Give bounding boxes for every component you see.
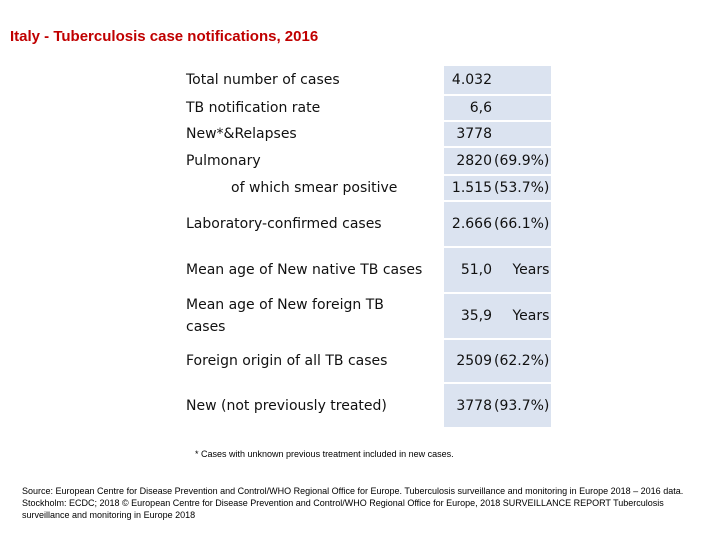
row-percent [494,66,552,95]
table-row: New*&Relapses 3778 [183,120,552,147]
table-row: Total number of cases 4.032 [183,66,552,95]
table-row: Laboratory-confirmed cases 2.666 (66.1%) [183,200,552,247]
table-row: Pulmonary 2820 (69.9%) [183,146,552,175]
row-label: of which smear positive [183,174,426,201]
row-label: Pulmonary [183,146,426,175]
row-percent: (93.7%) [494,382,552,427]
table-row: Mean age of New native TB cases 51,0 Yea… [183,246,552,293]
row-percent: Years [494,246,552,293]
row-label: Total number of cases [183,66,426,95]
row-value: 2509 [444,338,494,383]
row-label: Laboratory-confirmed cases [183,200,426,247]
row-label: TB notification rate [183,94,426,121]
tb-stats-table: Total number of cases 4.032 TB notificat… [183,66,552,427]
row-label: New (not previously treated) [183,382,426,427]
table-row: Foreign origin of all TB cases 2509 (62.… [183,338,552,383]
row-value: 1.515 [444,174,494,201]
row-value: 4.032 [444,66,494,95]
page-title: Italy - Tuberculosis case notifications,… [10,28,319,45]
row-value: 2820 [444,146,494,175]
table-row: of which smear positive 1.515 (53.7%) [183,174,552,201]
source-citation: Source: European Centre for Disease Prev… [22,486,684,520]
table-row: New (not previously treated) 3778 (93.7%… [183,382,552,427]
row-label: Mean age of New native TB cases [183,246,426,293]
row-value: 3778 [444,120,494,147]
row-value: 51,0 [444,246,494,293]
row-percent: Years [494,292,552,339]
row-label: New*&Relapses [183,120,426,147]
footnote: * Cases with unknown previous treatment … [195,449,454,459]
row-percent [494,94,552,121]
row-label: Foreign origin of all TB cases [183,338,426,383]
row-percent: (53.7%) [494,174,552,201]
row-percent [494,120,552,147]
row-value: 3778 [444,382,494,427]
row-value: 2.666 [444,200,494,247]
row-percent: (69.9%) [494,146,552,175]
row-label: Mean age of New foreign TB cases [183,292,426,339]
row-value: 35,9 [444,292,494,339]
row-value: 6,6 [444,94,494,121]
table-row: Mean age of New foreign TB cases 35,9 Ye… [183,292,552,339]
row-percent: (62.2%) [494,338,552,383]
row-percent: (66.1%) [494,200,552,247]
table-row: TB notification rate 6,6 [183,94,552,121]
